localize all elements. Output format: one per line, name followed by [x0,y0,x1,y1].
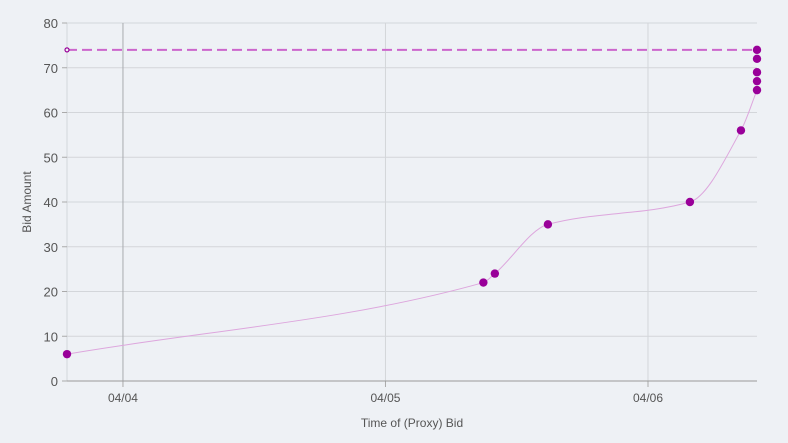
x-tick-label: 04/05 [370,391,400,405]
bid-point [752,76,762,86]
y-tick-label: 80 [44,16,58,31]
bid-line [66,89,758,355]
bid-point [752,68,762,77]
y-tick-label: 30 [44,240,58,255]
x-axis-label: Time of (Proxy) Bid [361,416,463,430]
bid-point [752,45,762,55]
y-tick-label: 50 [44,150,58,165]
bid-point [479,278,488,287]
bid-point [490,269,500,278]
bid-point [62,349,72,359]
x-tick-label: 04/06 [633,391,663,405]
marks [62,45,762,359]
bid-point [752,85,762,95]
y-tick-label: 40 [44,195,58,210]
bid-point [685,197,695,207]
bid-point [543,220,553,229]
y-tick-label: 70 [44,61,58,76]
max-bid-marker [64,47,70,53]
grid [66,22,757,382]
y-axis-label: Bid Amount [20,171,34,233]
y-tick-label: 20 [44,285,58,300]
y-tick-label: 60 [44,106,58,121]
y-tick-label: 10 [44,329,58,344]
x-tick-label: 04/04 [108,391,138,405]
y-tick-label: 0 [51,374,58,389]
bid-point [752,54,762,63]
bid-point [736,126,746,135]
axes: 0 10 20 30 40 50 60 70 80 04/04 04/05 04/06 [44,16,757,405]
